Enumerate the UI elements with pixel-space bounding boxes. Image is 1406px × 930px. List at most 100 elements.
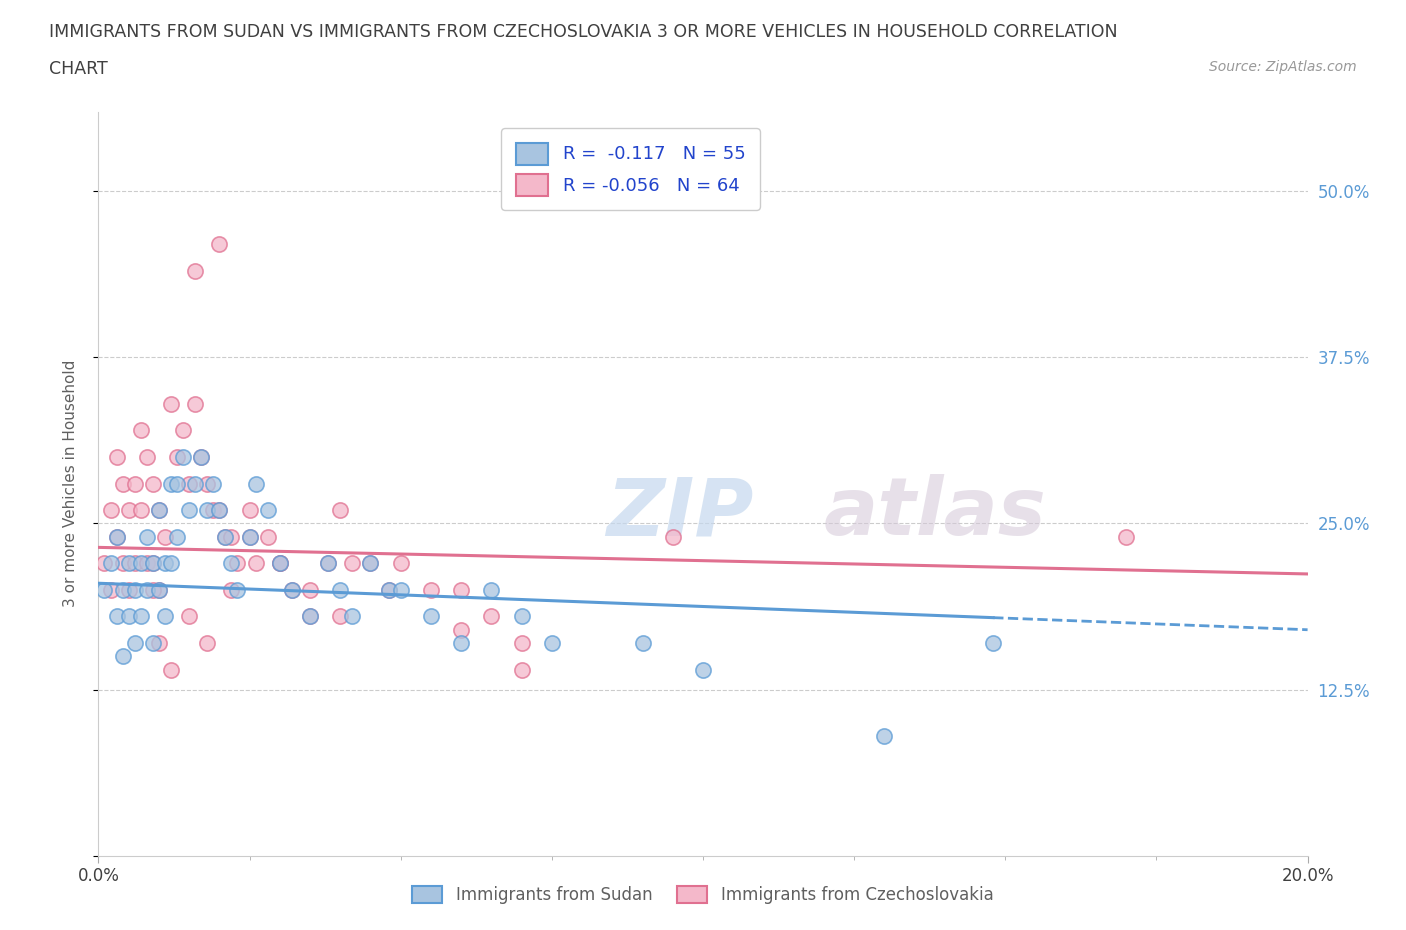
Point — [105, 449, 128, 464]
Point — [166, 449, 188, 464]
Text: ZIP: ZIP — [606, 474, 754, 552]
Point — [184, 476, 207, 491]
Point — [245, 476, 267, 491]
Point — [245, 556, 267, 571]
Text: Source: ZipAtlas.com: Source: ZipAtlas.com — [1209, 60, 1357, 74]
Point — [208, 237, 231, 252]
Point — [160, 556, 183, 571]
Point — [195, 635, 218, 650]
Point — [208, 503, 231, 518]
Point — [692, 662, 714, 677]
Point — [111, 649, 134, 664]
Point — [214, 529, 236, 544]
Point — [105, 609, 128, 624]
Point — [190, 449, 212, 464]
Point — [214, 529, 236, 544]
Point — [256, 529, 278, 544]
Point — [93, 556, 115, 571]
Point — [208, 503, 231, 518]
Text: CHART: CHART — [49, 60, 108, 78]
Point — [135, 582, 157, 597]
Point — [124, 582, 146, 597]
Point — [100, 556, 122, 571]
Point — [389, 582, 412, 597]
Point — [239, 503, 262, 518]
Point — [153, 529, 176, 544]
Y-axis label: 3 or more Vehicles in Household: 3 or more Vehicles in Household — [63, 360, 77, 607]
Point — [221, 529, 243, 544]
Point — [221, 556, 243, 571]
Point — [981, 635, 1004, 650]
Point — [269, 556, 291, 571]
Point — [377, 582, 399, 597]
Point — [184, 396, 207, 411]
Text: IMMIGRANTS FROM SUDAN VS IMMIGRANTS FROM CZECHOSLOVAKIA 3 OR MORE VEHICLES IN HO: IMMIGRANTS FROM SUDAN VS IMMIGRANTS FROM… — [49, 23, 1118, 41]
Point — [360, 556, 382, 571]
Point — [148, 503, 170, 518]
Point — [166, 529, 188, 544]
Point — [142, 635, 165, 650]
Point — [135, 556, 157, 571]
Point — [111, 582, 134, 597]
Point — [239, 529, 262, 544]
Point — [160, 396, 183, 411]
Point — [118, 556, 141, 571]
Point — [420, 582, 443, 597]
Point — [450, 582, 472, 597]
Point — [124, 476, 146, 491]
Point — [148, 503, 170, 518]
Point — [329, 503, 352, 518]
Point — [269, 556, 291, 571]
Point — [329, 582, 352, 597]
Point — [142, 556, 165, 571]
Point — [377, 582, 399, 597]
Point — [142, 476, 165, 491]
Point — [510, 662, 533, 677]
Point — [148, 582, 170, 597]
Point — [510, 635, 533, 650]
Point — [129, 609, 152, 624]
Point — [1115, 529, 1137, 544]
Point — [195, 503, 218, 518]
Point — [661, 529, 683, 544]
Point — [148, 582, 170, 597]
Point — [153, 609, 176, 624]
Point — [160, 662, 183, 677]
Point — [142, 582, 165, 597]
Point — [118, 609, 141, 624]
Point — [190, 449, 212, 464]
Point — [481, 609, 503, 624]
Point — [129, 503, 152, 518]
Point — [342, 609, 364, 624]
Point — [160, 476, 183, 491]
Point — [510, 609, 533, 624]
Point — [631, 635, 654, 650]
Point — [100, 503, 122, 518]
Point — [153, 556, 176, 571]
Point — [111, 556, 134, 571]
Point — [135, 449, 157, 464]
Point — [124, 635, 146, 650]
Point — [202, 503, 225, 518]
Point — [202, 476, 225, 491]
Point — [195, 476, 218, 491]
Point — [420, 609, 443, 624]
Point — [179, 609, 201, 624]
Point — [299, 582, 322, 597]
Point — [135, 529, 157, 544]
Point — [540, 635, 562, 650]
Point — [105, 529, 128, 544]
Point — [100, 582, 122, 597]
Point — [316, 556, 339, 571]
Point — [226, 556, 249, 571]
Point — [269, 556, 291, 571]
Point — [179, 503, 201, 518]
Point — [172, 423, 194, 438]
Text: atlas: atlas — [824, 474, 1046, 552]
Point — [111, 476, 134, 491]
Point — [281, 582, 304, 597]
Point — [256, 503, 278, 518]
Point — [299, 609, 322, 624]
Point — [873, 728, 896, 743]
Point — [148, 635, 170, 650]
